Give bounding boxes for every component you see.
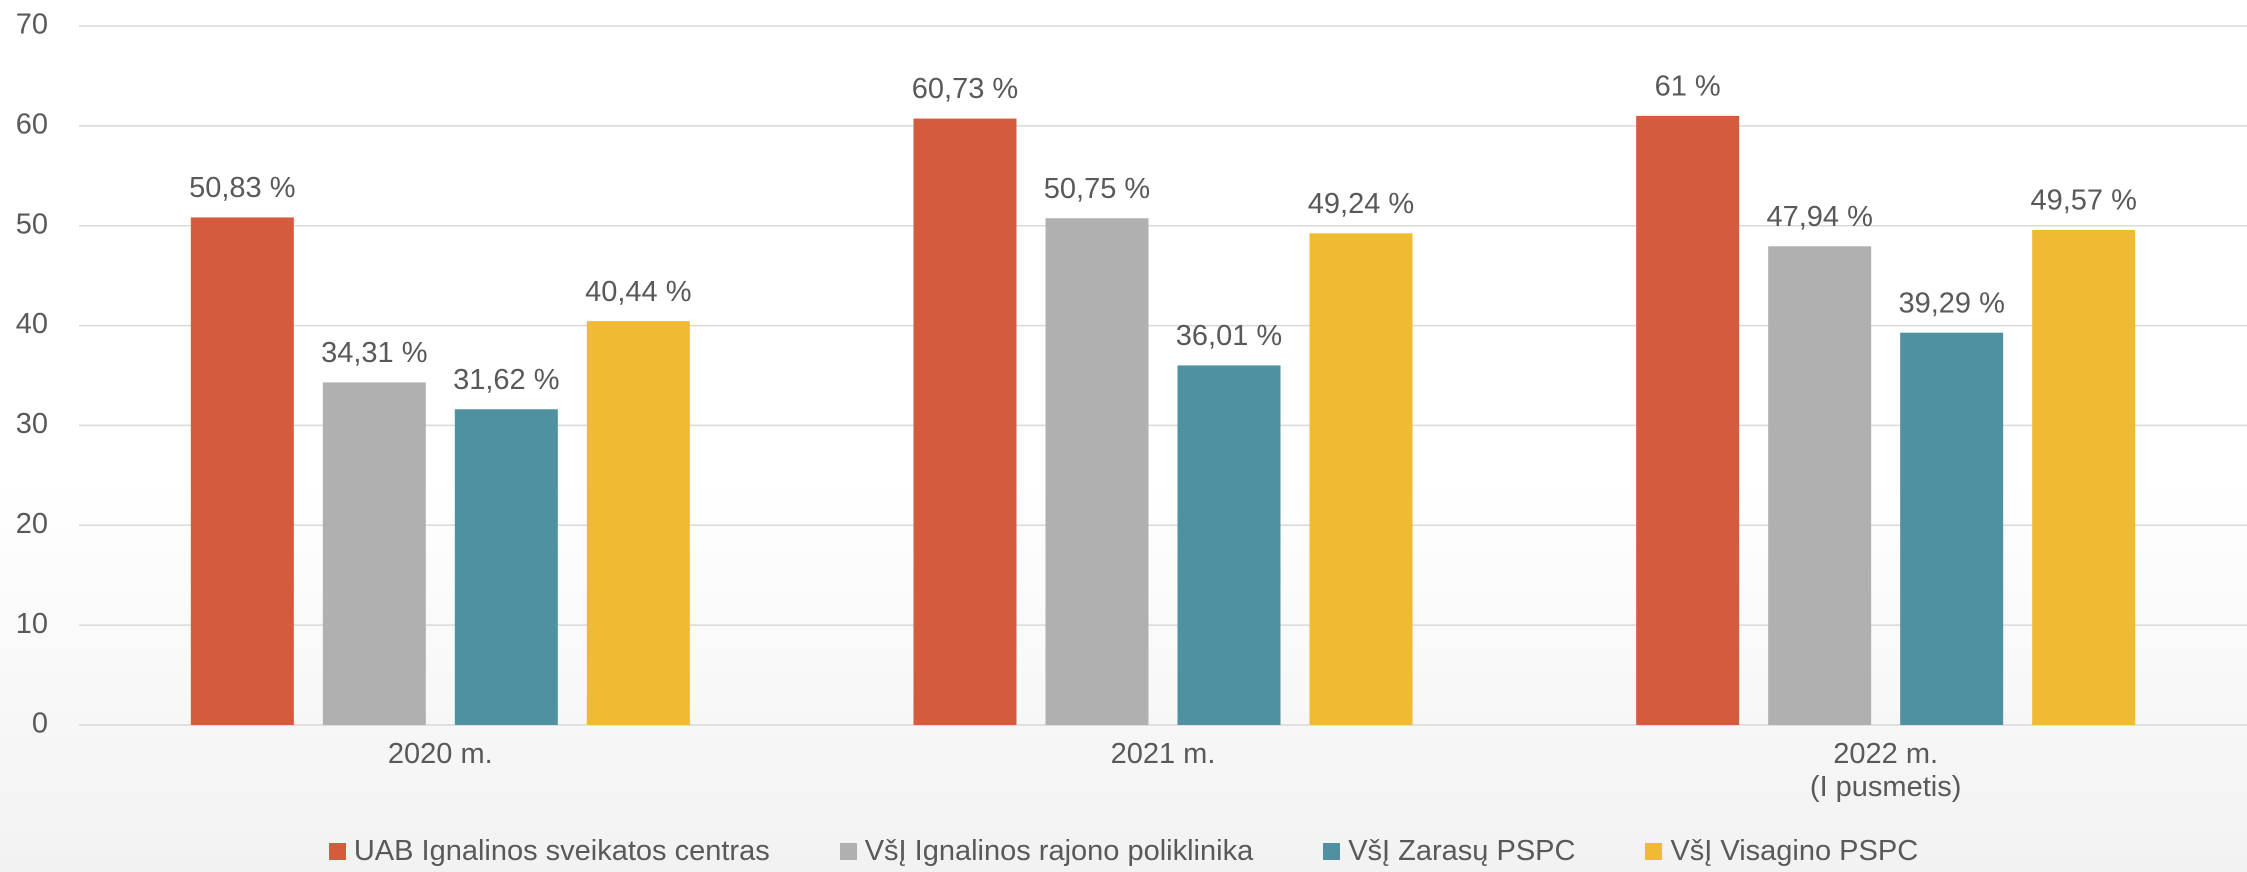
legend-swatch xyxy=(328,843,346,860)
data-label: 60,73 % xyxy=(912,73,1018,105)
legend-swatch xyxy=(1645,843,1663,860)
bar xyxy=(1768,246,1872,725)
legend-swatch xyxy=(1323,843,1341,860)
x-tick-label: 2021 m. xyxy=(1110,738,1216,770)
legend-item: UAB Ignalinos sveikatos centras xyxy=(328,835,770,868)
bar xyxy=(1177,365,1281,725)
legend: UAB Ignalinos sveikatos centras VšĮ Ignal… xyxy=(0,835,2247,868)
data-label: 31,62 % xyxy=(453,364,559,396)
data-label: 34,31 % xyxy=(321,337,427,369)
legend-item: VšĮ Zarasų PSPC xyxy=(1323,835,1575,868)
bar xyxy=(586,321,690,725)
legend-label: UAB Ignalinos sveikatos centras xyxy=(353,835,770,867)
bar xyxy=(1900,332,2004,725)
bar xyxy=(190,217,294,725)
bar xyxy=(454,409,558,725)
legend-swatch xyxy=(839,843,857,860)
bar xyxy=(322,382,426,725)
bar xyxy=(2032,230,2136,725)
data-label: 40,44 % xyxy=(585,276,691,308)
y-tick-label: 30 xyxy=(16,408,48,440)
legend-label: VšĮ Ignalinos rajono poliklinika xyxy=(864,835,1254,867)
y-tick-label: 70 xyxy=(16,9,48,41)
y-tick-label: 50 xyxy=(16,208,48,240)
bar xyxy=(1045,218,1149,725)
y-tick-label: 40 xyxy=(16,308,48,340)
bar xyxy=(1636,115,1740,725)
data-label: 61 % xyxy=(1655,71,1721,103)
data-label: 36,01 % xyxy=(1176,320,1282,352)
x-tick-label: 2022 m. (I pusmetis) xyxy=(1809,738,1962,803)
data-label: 47,94 % xyxy=(1766,201,1872,233)
legend-label: VšĮ Zarasų PSPC xyxy=(1348,835,1576,867)
bar xyxy=(1309,233,1413,726)
data-label: 50,83 % xyxy=(189,172,295,204)
legend-item: VšĮ Ignalinos rajono poliklinika xyxy=(839,835,1254,868)
y-tick-label: 0 xyxy=(32,708,48,740)
y-tick-label: 60 xyxy=(16,109,48,141)
x-tick-label: 2020 m. xyxy=(387,738,493,770)
legend-item: VšĮ Visagino PSPC xyxy=(1645,835,1918,868)
data-label: 49,24 % xyxy=(1308,188,1414,220)
y-tick-label: 20 xyxy=(16,508,48,540)
legend-label: VšĮ Visagino PSPC xyxy=(1670,835,1919,867)
data-label: 49,57 % xyxy=(2030,185,2136,217)
bar xyxy=(913,118,1017,726)
data-label: 39,29 % xyxy=(1898,287,2004,319)
data-label: 50,75 % xyxy=(1044,173,1150,205)
y-tick-label: 10 xyxy=(16,608,48,640)
